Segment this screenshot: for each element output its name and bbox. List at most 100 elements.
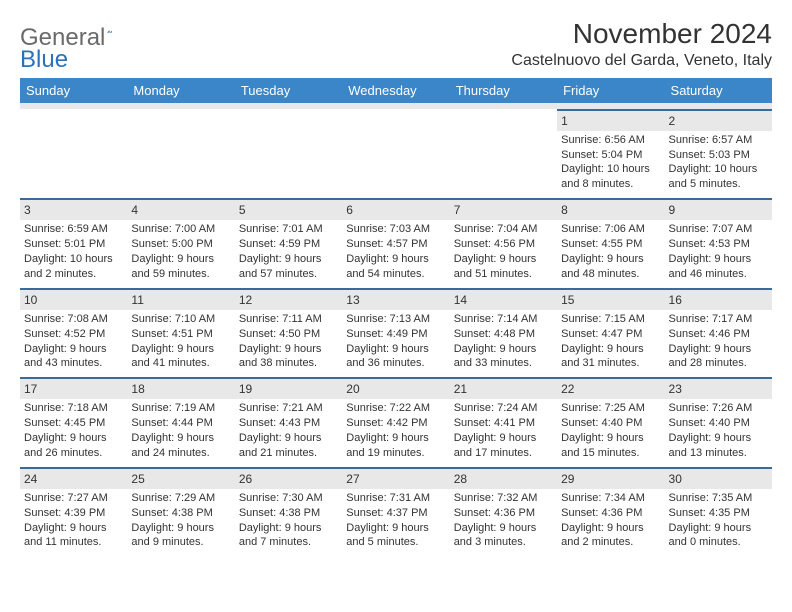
day-number: 16 <box>665 289 772 310</box>
calendar-day-cell: 3 Sunrise: 6:59 AMSunset: 5:01 PMDaylight… <box>20 199 127 289</box>
sunset-text: Sunset: 5:03 PM <box>669 148 768 163</box>
sunrise-text: Sunrise: 7:24 AM <box>454 401 553 416</box>
calendar-day-cell: 4Sunrise: 7:00 AMSunset: 5:00 PMDaylight… <box>127 199 234 289</box>
day-number: 3 <box>20 199 127 220</box>
daylight-text: and 21 minutes. <box>239 446 338 461</box>
day-header: Friday <box>557 78 664 103</box>
daylight-text: and 2 minutes. <box>24 267 123 282</box>
daylight-text: Daylight: 9 hours <box>346 342 445 357</box>
sunrise-text: Sunrise: 7:25 AM <box>561 401 660 416</box>
sunrise-text: Sunrise: 6:59 AM <box>24 222 123 237</box>
sunset-text: Sunset: 4:50 PM <box>239 327 338 342</box>
sunset-text: Sunset: 4:38 PM <box>131 506 230 521</box>
sunset-text: Sunset: 4:36 PM <box>454 506 553 521</box>
daylight-text: Daylight: 10 hours <box>669 162 768 177</box>
calendar-day-cell: 17Sunrise: 7:18 AMSunset: 4:45 PMDayligh… <box>20 378 127 468</box>
sunset-text: Sunset: 5:01 PM <box>24 237 123 252</box>
day-number: 18 <box>127 378 234 399</box>
daylight-text: Daylight: 9 hours <box>131 521 230 536</box>
daylight-text: and 28 minutes. <box>669 356 768 371</box>
daylight-text: Daylight: 9 hours <box>454 431 553 446</box>
day-header: Sunday <box>20 78 127 103</box>
daylight-text: Daylight: 10 hours <box>24 252 123 267</box>
daylight-text: and 59 minutes. <box>131 267 230 282</box>
sunrise-text: Sunrise: 7:06 AM <box>561 222 660 237</box>
calendar-day-cell: 23Sunrise: 7:26 AMSunset: 4:40 PMDayligh… <box>665 378 772 468</box>
day-number: 4 <box>127 199 234 220</box>
sunrise-text: Sunrise: 7:14 AM <box>454 312 553 327</box>
daylight-text: Daylight: 9 hours <box>561 342 660 357</box>
sunrise-text: Sunrise: 6:56 AM <box>561 133 660 148</box>
daylight-text: Daylight: 9 hours <box>561 252 660 267</box>
daylight-text: and 54 minutes. <box>346 267 445 282</box>
sunset-text: Sunset: 4:44 PM <box>131 416 230 431</box>
day-number: 19 <box>235 378 342 399</box>
day-number: 6 <box>342 199 449 220</box>
calendar-empty-cell <box>342 109 449 199</box>
day-number: 12 <box>235 289 342 310</box>
daylight-text: and 5 minutes. <box>346 535 445 550</box>
day-number: 23 <box>665 378 772 399</box>
calendar-day-cell: 8Sunrise: 7:06 AMSunset: 4:55 PMDaylight… <box>557 199 664 289</box>
calendar-day-cell: 11Sunrise: 7:10 AMSunset: 4:51 PMDayligh… <box>127 288 234 378</box>
sunrise-text: Sunrise: 7:31 AM <box>346 491 445 506</box>
calendar-day-cell: 5Sunrise: 7:01 AMSunset: 4:59 PMDaylight… <box>235 199 342 289</box>
calendar-day-cell: 21Sunrise: 7:24 AMSunset: 4:41 PMDayligh… <box>450 378 557 468</box>
calendar-day-cell: 19Sunrise: 7:21 AMSunset: 4:43 PMDayligh… <box>235 378 342 468</box>
daylight-text: and 17 minutes. <box>454 446 553 461</box>
daylight-text: and 19 minutes. <box>346 446 445 461</box>
calendar-table: Sunday Monday Tuesday Wednesday Thursday… <box>20 78 772 556</box>
sunrise-text: Sunrise: 7:22 AM <box>346 401 445 416</box>
day-header: Thursday <box>450 78 557 103</box>
daylight-text: Daylight: 9 hours <box>454 342 553 357</box>
calendar-day-cell: 9Sunrise: 7:07 AMSunset: 4:53 PMDaylight… <box>665 199 772 289</box>
daylight-text: and 41 minutes. <box>131 356 230 371</box>
daylight-text: Daylight: 9 hours <box>131 431 230 446</box>
calendar-week-row: 1Sunrise: 6:56 AMSunset: 5:04 PMDaylight… <box>20 109 772 199</box>
day-number: 25 <box>127 468 234 489</box>
calendar-day-cell: 15Sunrise: 7:15 AMSunset: 4:47 PMDayligh… <box>557 288 664 378</box>
sunrise-text: Sunrise: 7:29 AM <box>131 491 230 506</box>
logo-triangle-icon <box>107 22 112 40</box>
sunset-text: Sunset: 4:56 PM <box>454 237 553 252</box>
daylight-text: and 15 minutes. <box>561 446 660 461</box>
daylight-text: Daylight: 9 hours <box>239 252 338 267</box>
daylight-text: Daylight: 9 hours <box>561 431 660 446</box>
daylight-text: Daylight: 9 hours <box>346 431 445 446</box>
calendar-week-row: 17Sunrise: 7:18 AMSunset: 4:45 PMDayligh… <box>20 378 772 468</box>
calendar-day-cell: 14Sunrise: 7:14 AMSunset: 4:48 PMDayligh… <box>450 288 557 378</box>
daylight-text: Daylight: 10 hours <box>561 162 660 177</box>
day-number: 13 <box>342 289 449 310</box>
calendar-day-cell: 18 Sunrise: 7:19 AMSunset: 4:44 PMDayligh… <box>127 378 234 468</box>
sunrise-text: Sunrise: 7:07 AM <box>669 222 768 237</box>
daylight-text: and 0 minutes. <box>669 535 768 550</box>
sunset-text: Sunset: 4:55 PM <box>561 237 660 252</box>
daylight-text: and 48 minutes. <box>561 267 660 282</box>
day-header: Monday <box>127 78 234 103</box>
day-number: 29 <box>557 468 664 489</box>
daylight-text: and 3 minutes. <box>454 535 553 550</box>
calendar-day-cell: 12Sunrise: 7:11 AMSunset: 4:50 PMDayligh… <box>235 288 342 378</box>
sunset-text: Sunset: 4:49 PM <box>346 327 445 342</box>
daylight-text: and 36 minutes. <box>346 356 445 371</box>
daylight-text: Daylight: 9 hours <box>24 431 123 446</box>
title-block: November 2024 Castelnuovo del Garda, Ven… <box>511 18 772 70</box>
sunrise-text: Sunrise: 7:15 AM <box>561 312 660 327</box>
daylight-text: Daylight: 9 hours <box>669 431 768 446</box>
daylight-text: Daylight: 9 hours <box>239 431 338 446</box>
sunrise-text: Sunrise: 7:17 AM <box>669 312 768 327</box>
sunset-text: Sunset: 4:51 PM <box>131 327 230 342</box>
calendar-day-cell: 13Sunrise: 7:13 AMSunset: 4:49 PMDayligh… <box>342 288 449 378</box>
calendar-body: 1Sunrise: 6:56 AMSunset: 5:04 PMDaylight… <box>20 109 772 556</box>
daylight-text: Daylight: 9 hours <box>669 252 768 267</box>
day-number: 1 <box>557 110 664 131</box>
day-number: 21 <box>450 378 557 399</box>
day-number: 2 <box>665 110 772 131</box>
sunrise-text: Sunrise: 7:19 AM <box>131 401 230 416</box>
calendar-day-cell: 16Sunrise: 7:17 AMSunset: 4:46 PMDayligh… <box>665 288 772 378</box>
sunrise-text: Sunrise: 7:26 AM <box>669 401 768 416</box>
daylight-text: and 33 minutes. <box>454 356 553 371</box>
sunset-text: Sunset: 4:48 PM <box>454 327 553 342</box>
sunset-text: Sunset: 4:43 PM <box>239 416 338 431</box>
daylight-text: Daylight: 9 hours <box>131 252 230 267</box>
